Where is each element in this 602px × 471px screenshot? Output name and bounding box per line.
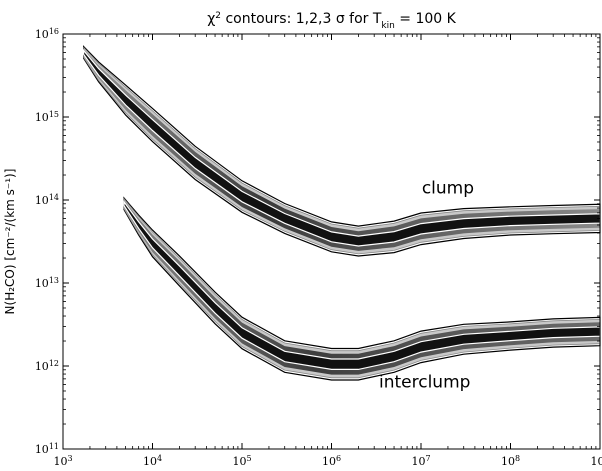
axes: 103 104 105 106 107 108 109 1011 1012 1013 1014 101…	[35, 27, 602, 469]
annotation-clump: clump	[422, 178, 474, 198]
y-tick-label: 1013	[35, 276, 59, 291]
x-tick-label: 104	[143, 454, 162, 469]
contour-layers	[83, 45, 601, 381]
y-tick-label: 1012	[35, 359, 59, 374]
y-axis-label: N(H₂CO) [cm⁻²/(km s⁻¹)]	[3, 169, 17, 315]
x-tick-label: 108	[501, 454, 520, 469]
y-tick-label: 1016	[35, 27, 59, 42]
x-tick-label: 103	[53, 454, 72, 469]
y-tick-label: 1011	[35, 442, 59, 457]
annotation-interclump: interclump	[379, 373, 470, 393]
x-tick-label: 105	[232, 454, 251, 469]
y-tick-label: 1014	[35, 193, 59, 208]
y-tick-label: 1015	[35, 110, 59, 125]
annotations: clump interclump	[379, 178, 474, 392]
contour-clump	[83, 45, 601, 257]
x-tick-label: 107	[411, 454, 430, 469]
x-tick-label: 109	[590, 454, 602, 469]
chart-title: χ2 contours: 1,2,3 σ for Tkin = 100 K	[207, 11, 456, 31]
x-tick-label: 106	[322, 454, 341, 469]
